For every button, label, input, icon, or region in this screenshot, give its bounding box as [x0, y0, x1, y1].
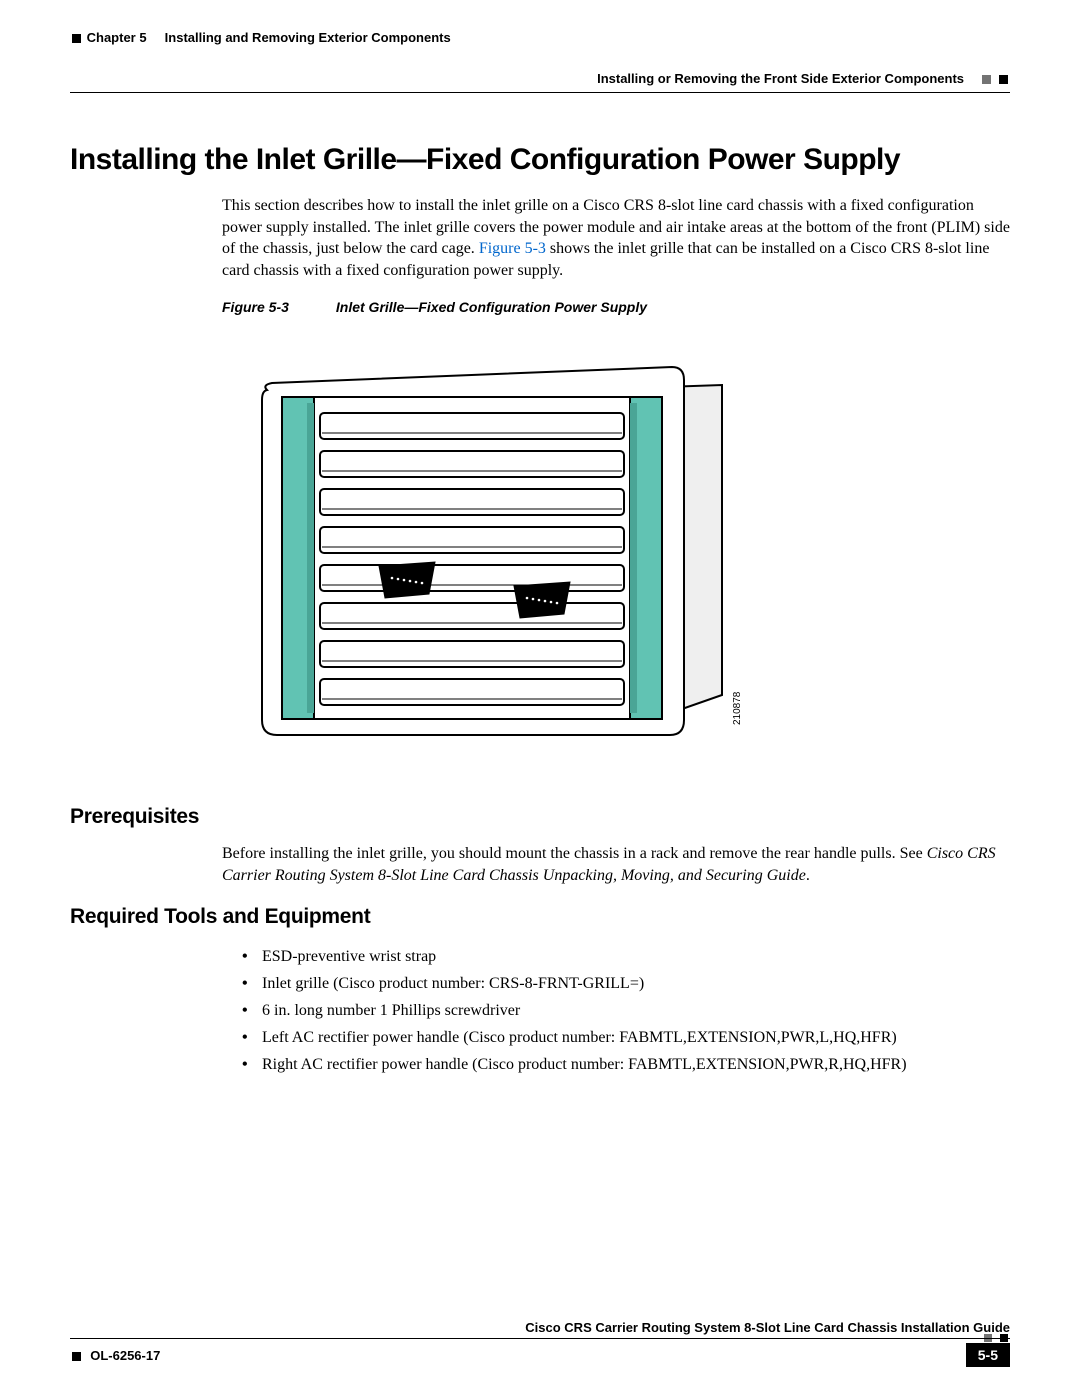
tools-list-item: Right AC rectifier power handle (Cisco p… [262, 1051, 1010, 1078]
tools-list: ESD-preventive wrist strapInlet grille (… [262, 943, 1010, 1079]
figure-link[interactable]: Figure 5-3 [479, 240, 546, 257]
intro-paragraph: This section describes how to install th… [222, 195, 1010, 281]
tools-list-item: 6 in. long number 1 Phillips screwdriver [262, 997, 1010, 1024]
square-icon [982, 75, 991, 84]
square-icon [1000, 1334, 1008, 1342]
prerequisites-heading: Prerequisites [70, 805, 1010, 829]
header-left: Chapter 5 Installing and Removing Exteri… [70, 30, 451, 45]
header-rule [70, 92, 1010, 93]
footer-doc-title: Cisco CRS Carrier Routing System 8-Slot … [70, 1320, 1010, 1335]
square-icon [999, 75, 1008, 84]
header-right-section: Installing or Removing the Front Side Ex… [597, 71, 964, 86]
figure-illustration: 210878 [222, 325, 1010, 765]
figure-label: Figure 5-3 [222, 299, 332, 315]
chapter-title: Installing and Removing Exterior Compone… [165, 30, 451, 45]
footer-doc-number: OL-6256-17 [90, 1348, 160, 1363]
square-icon [72, 1352, 81, 1361]
prereq-part1: Before installing the inlet grille, you … [222, 845, 927, 862]
square-icon [984, 1334, 992, 1342]
prerequisites-text: Before installing the inlet grille, you … [222, 843, 1010, 886]
chapter-number: Chapter 5 [87, 30, 147, 45]
tools-list-item: Inlet grille (Cisco product number: CRS-… [262, 970, 1010, 997]
tools-list-item: Left AC rectifier power handle (Cisco pr… [262, 1024, 1010, 1051]
figure-caption: Figure 5-3 Inlet Grille—Fixed Configurat… [222, 299, 1010, 315]
svg-text:210878: 210878 [732, 692, 743, 726]
prereq-part2: . [806, 867, 810, 884]
square-icon [72, 34, 81, 43]
page-footer: Cisco CRS Carrier Routing System 8-Slot … [70, 1320, 1010, 1367]
tools-heading: Required Tools and Equipment [70, 905, 1010, 929]
tools-list-item: ESD-preventive wrist strap [262, 943, 1010, 970]
figure-caption-text: Inlet Grille—Fixed Configuration Power S… [336, 299, 647, 315]
page-title: Installing the Inlet Grille—Fixed Config… [70, 143, 1010, 177]
